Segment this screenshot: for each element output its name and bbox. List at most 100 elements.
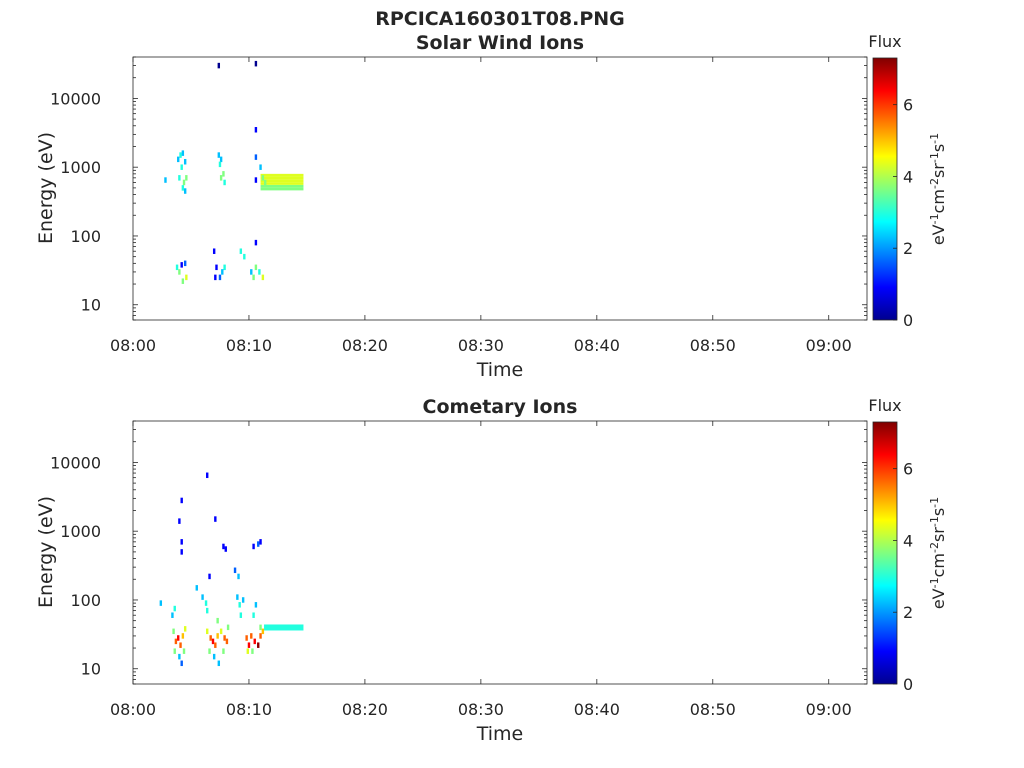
panel1-colorbar-ticks: 0 2 4 6 [893,96,913,330]
panel2-data [159,472,304,667]
x-tick-label: 08:00 [110,336,156,355]
colorbar-tick-label: 4 [903,167,913,186]
flux-cell [238,602,241,608]
panel2-colorbar-label: eV-1cm-2sr-1s-1 [928,497,949,609]
panel2-ylabel: Energy (eV) [35,496,57,608]
flux-cell [237,573,240,580]
flux-cell [180,262,183,268]
flux-cell [212,248,216,254]
x-tick-label: 08:40 [574,700,620,719]
panel-solar-wind: Solar Wind Ions 08:00 08:10 08:20 08:30 08:4… [35,32,948,381]
flux-cell [164,177,167,183]
x-tick-label: 08:30 [458,700,504,719]
flux-band [264,624,304,626]
flux-cell [219,156,223,163]
y-tick-label: 100 [70,227,101,246]
flux-cell [254,239,258,246]
flux-cell [214,274,217,281]
flux-cell [183,188,187,194]
flux-cell [218,161,222,168]
flux-cell [181,150,185,156]
flux-cell [245,635,248,641]
panel-cometary: Cometary Ions 08:00 08:10 08:20 08:30 08:40 0… [35,396,948,745]
flux-cell [181,633,185,639]
panel2-axes [133,421,867,684]
colorbar-tick-label: 6 [903,96,913,115]
flux-cell [173,605,176,612]
flux-cell [222,171,225,177]
flux-cell [250,269,253,275]
flux-cell [181,278,185,284]
flux-cell [254,177,258,183]
panel2-colorbar [872,421,898,685]
y-tick-label: 100 [70,591,101,610]
flux-cell [180,539,183,545]
flux-cell [261,274,265,281]
flux-cell [222,543,225,550]
colorbar-tick-label: 4 [903,531,913,550]
colorbar-tick-label: 0 [903,311,913,330]
flux-cell [214,516,217,522]
flux-cell [241,597,245,603]
flux-cell [252,543,255,550]
flux-cell [254,154,258,160]
flux-cell [261,175,265,181]
x-tick-label: 09:00 [806,336,852,355]
flux-cell [223,635,226,641]
flux-cell [211,638,215,645]
flux-cell [175,264,179,271]
y-tick-label: 1000 [60,158,101,177]
flux-cell [222,648,225,654]
flux-cell [182,179,186,186]
flux-cell [185,274,188,281]
flux-cell [252,274,255,281]
flux-band [260,176,304,180]
flux-cell [174,638,178,645]
panel2-colorbar-ticks: 0 2 4 6 [893,460,913,694]
flux-cell [171,612,174,618]
flux-cell [172,628,175,635]
panel1-colorbar-label: eV-1cm-2sr-1s-1 [928,133,949,245]
flux-cell [233,567,237,574]
x-tick-label: 08:00 [110,700,156,719]
y-tick-label: 10000 [50,89,101,108]
flux-cell [181,185,185,191]
flux-cell [206,628,209,635]
flux-band [260,184,304,188]
panel2-xlabel: Time [476,723,524,745]
panel1-xlabel: Time [476,359,524,381]
panel1-data [164,60,304,284]
flux-cell [217,660,221,667]
panel1-colorbar [872,57,898,321]
flux-cell [159,600,163,606]
flux-cell [218,274,222,281]
flux-cell [223,264,226,271]
x-tick-label: 08:20 [342,336,388,355]
flux-band [264,625,304,627]
flux-cell [178,653,181,660]
flux-band [260,187,304,191]
panel1-ylabel: Energy (eV) [35,132,57,244]
flux-cell [247,642,251,648]
flux-cell [201,594,204,600]
panel1-y-ticks: 10 100 1000 10000 [50,56,867,321]
flux-cell [173,648,176,654]
flux-cell [212,653,216,660]
flux-cell [178,269,181,275]
panel1-colorbar-title: Flux [868,32,901,51]
panel2-y-ticks: 10 100 1000 10000 [50,420,867,685]
flux-cell [217,152,221,158]
flux-cell [219,628,223,635]
flux-cell [243,253,246,260]
colorbar-tick-label: 2 [903,603,913,622]
y-tick-label: 10000 [50,453,101,472]
flux-cell [177,156,180,163]
y-tick-label: 10 [81,660,101,679]
flux-cell [224,546,227,552]
x-tick-label: 09:00 [806,700,852,719]
flux-cell [236,594,239,600]
x-tick-label: 08:50 [690,700,736,719]
flux-cell [259,624,262,631]
flux-cell [226,624,230,631]
x-tick-label: 08:10 [226,336,272,355]
